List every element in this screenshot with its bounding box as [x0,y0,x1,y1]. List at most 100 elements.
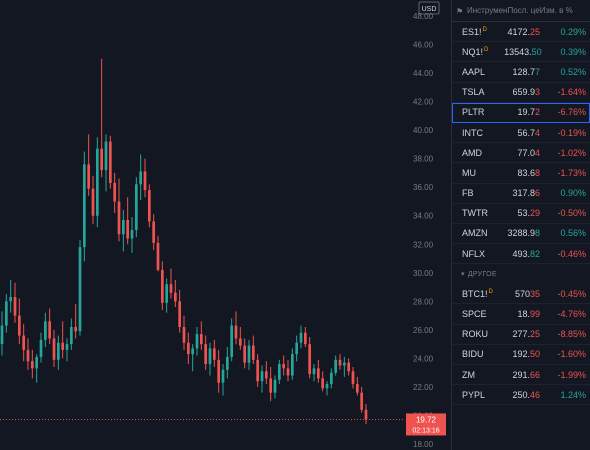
candle [273,375,277,399]
last-price: 57035 [514,288,540,299]
candle [121,210,125,252]
last-price: 128.77 [512,66,540,77]
watchlist-row-intc[interactable]: INTC 56.74 -0.19% [452,123,590,144]
y-tick-label: 22.00 [413,383,434,392]
candle-body [230,325,234,357]
last-price: 659.93 [512,87,540,98]
candle [260,365,264,393]
currency-label[interactable]: USD [422,6,437,13]
watchlist-row-btc1[interactable]: BTC1!D 57035 -0.45% [452,284,590,305]
column-last-header[interactable]: Посл. це [507,6,540,15]
candle-body [91,188,95,216]
watchlist-row-amzn[interactable]: AMZN 3288.98 0.56% [452,224,590,245]
candle-body [247,345,251,363]
candle [230,318,234,362]
watchlist-row-fb[interactable]: FB 317.86 0.90% [452,184,590,204]
watchlist-row-pltr[interactable]: PLTR 19.72 -6.76% [452,102,590,123]
candle-body [269,378,273,393]
candle-body [48,321,52,339]
candle [238,327,242,350]
watchlist-row-mu[interactable]: MU 83.68 -1.73% [452,163,590,184]
watchlist-row-spce[interactable]: SPCE 18.99 -4.76% [452,304,590,325]
section-header-other[interactable]: ▾ ДРУГОЕ [452,264,590,284]
candle-body [152,221,156,243]
watchlist-row-nq1[interactable]: NQ1!D 13543.50 0.39% [452,42,590,63]
y-tick-label: 48.00 [413,12,434,21]
watchlist-row-nflx[interactable]: NFLX 493.82 -0.46% [452,244,590,265]
candle-body [260,371,264,382]
candle-body [347,362,351,372]
candle-body [217,359,221,383]
candle-body [225,356,229,370]
candle [39,332,43,363]
watchlist-row-roku[interactable]: ROKU 277.25 -8.85% [452,325,590,345]
candle [334,355,338,376]
y-tick-label: 46.00 [413,41,434,50]
candle-body [173,292,177,302]
change-percent: -6.76% [557,107,586,118]
candle [173,279,177,308]
candle-body [342,362,346,366]
candle-body [178,301,182,328]
collapse-caret-icon[interactable]: ▾ [461,271,465,279]
candle [17,298,21,345]
candle-body [100,148,104,171]
candle [312,364,316,382]
candle [143,158,147,198]
watchlist-row-pypl[interactable]: PYPL 250.46 1.24% [452,385,590,406]
candle [82,151,86,262]
candle-body [134,184,138,230]
last-price: 291.66 [512,369,540,380]
candle [56,335,60,370]
column-symbol-header[interactable]: Инструмен [467,6,508,15]
symbol-label: NQ1!D [462,46,489,57]
candle-body [329,372,333,385]
candle [282,355,286,376]
symbol-label: ZM [462,369,475,380]
watchlist-row-bidu[interactable]: BIDU 192.50 -1.60% [452,345,590,365]
watchlist-row-es1[interactable]: ES1!D 4172.25 0.29% [452,22,590,43]
candle [0,311,4,356]
last-price: 77.04 [517,147,540,158]
candle-body [13,297,17,316]
last-price-value: 19.72 [416,415,437,424]
candle-body [308,344,312,375]
candle [199,321,203,350]
candle [325,381,329,396]
candle-body [186,342,190,355]
symbol-label: ES1!D [462,26,487,37]
candle-body [264,371,268,379]
candles [0,58,368,425]
currency-box[interactable] [418,1,440,15]
candle [338,354,342,370]
candle-body [39,339,43,357]
price-chart[interactable]: USD 48.00 46.00 44.00 42.00 40.00 38.00 36.00 34… [0,0,450,450]
candle-body [282,364,286,369]
watchlist-row-tsla[interactable]: TSLA 659.93 -1.64% [452,83,590,103]
watchlist-row-aapl[interactable]: AAPL 128.77 0.52% [452,62,590,83]
symbol-label: BIDU [462,349,484,360]
column-change-header[interactable]: Изм. в % [539,6,573,15]
watchlist-row-twtr[interactable]: TWTR 53.29 -0.50% [452,204,590,224]
y-tick-label: 24.00 [413,354,434,363]
y-tick-label: 44.00 [413,69,434,78]
watchlist-row-amd[interactable]: AMD 77.04 -1.02% [452,143,590,164]
change-percent: -4.76% [557,309,586,320]
change-percent: 0.29% [560,26,586,37]
candle [100,58,104,178]
watchlist-row-zm[interactable]: ZM 291.66 -1.99% [452,365,590,386]
section-label: ДРУГОЕ [467,270,497,278]
candle-body [204,344,208,365]
candle [234,311,238,345]
candle [134,177,138,238]
change-percent: -0.50% [557,208,586,219]
candle-body [4,301,8,326]
candle-body [334,359,338,373]
watchlist-panel: ⚑ Инструмен Посл. це Изм. в % ES1!D 4172.… [451,0,590,450]
candle [95,137,99,228]
symbol-label: ROKU [462,329,489,340]
symbol-label: FB [462,188,474,199]
candle [269,366,273,402]
